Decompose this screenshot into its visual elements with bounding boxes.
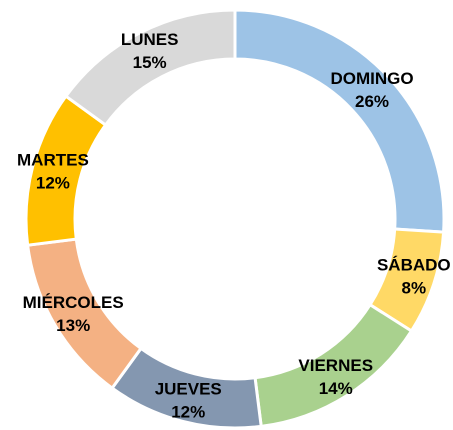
donut-segment: [233, 8, 446, 234]
segment-name: SÁBADO: [377, 256, 451, 275]
segment-value: 12%: [36, 174, 70, 193]
segment-value: 12%: [171, 403, 205, 422]
segment-value: 8%: [402, 279, 427, 298]
donut-segment: [63, 8, 237, 128]
segment-value: 15%: [133, 53, 167, 72]
donut-segment: [25, 237, 144, 391]
donut-segment: [24, 94, 108, 247]
segment-name: JUEVES: [155, 380, 222, 399]
segment-value: 13%: [56, 316, 90, 335]
segment-value: 14%: [319, 379, 353, 398]
segment-value: 26%: [355, 92, 389, 111]
segment-name: VIERNES: [298, 356, 373, 375]
segment-name: MARTES: [17, 151, 89, 170]
segment-name: LUNES: [121, 30, 179, 49]
segment-name: DOMINGO: [330, 69, 413, 88]
segment-name: MIÉRCOLES: [23, 293, 124, 312]
